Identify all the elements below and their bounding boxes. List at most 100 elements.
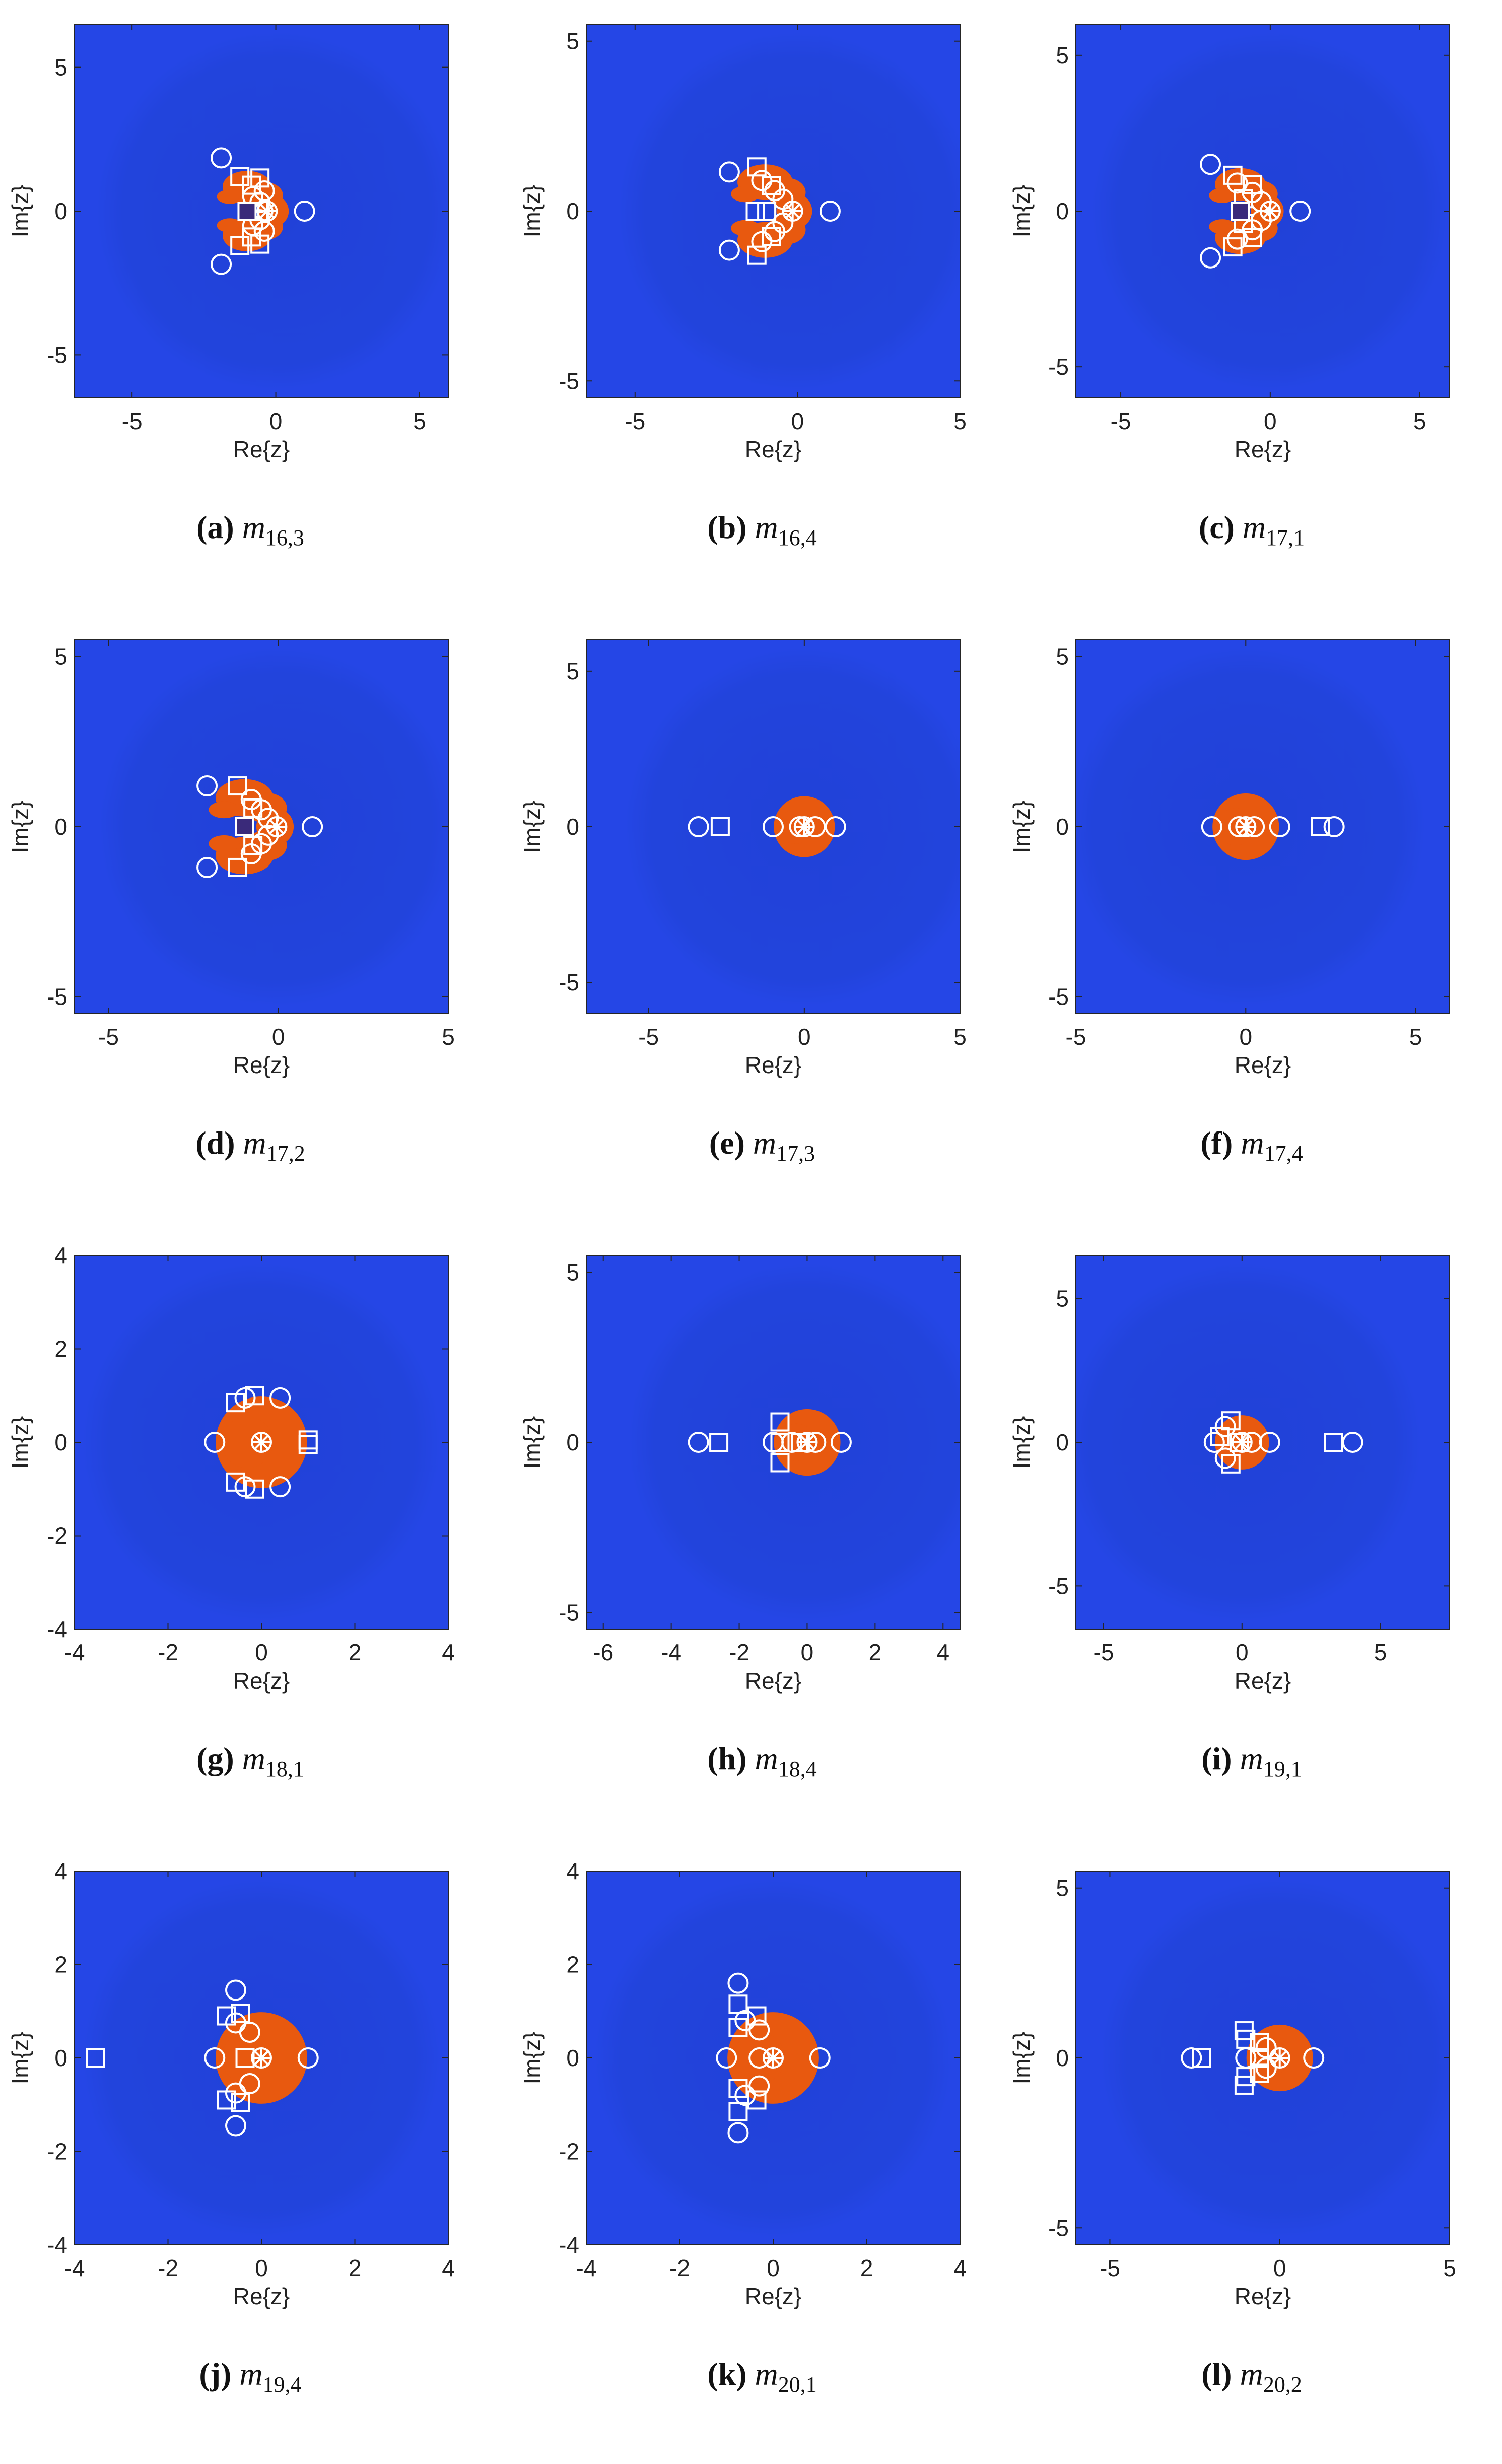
x-axis-label: Re{z} bbox=[745, 436, 802, 462]
circle-marker bbox=[211, 253, 232, 275]
plot-i: -5 0 5 -5 0 5 Re{z} Im{z} bbox=[1008, 1255, 1450, 1694]
subfigure-caption: (c) m17,1 bbox=[1001, 509, 1502, 551]
plot-d: -5 0 5 -5 0 5 Re{z} Im{z} bbox=[7, 639, 455, 1078]
x-axis-label: Re{z} bbox=[233, 2283, 290, 2309]
plot-c: -5 0 5 -5 0 5 Re{z} Im{z} bbox=[1008, 24, 1450, 462]
caption-letter: (i) bbox=[1201, 1741, 1232, 1776]
subfigure-caption: (b) m16,4 bbox=[512, 509, 1012, 551]
square-marker bbox=[226, 1472, 245, 1492]
x-tick-label: -2 bbox=[729, 1639, 749, 1666]
circle-marker bbox=[688, 816, 709, 837]
x-tick-label: -5 bbox=[122, 408, 143, 434]
y-tick-label: -5 bbox=[559, 969, 579, 995]
square-marker bbox=[747, 245, 767, 265]
y-tick-label: 5 bbox=[1056, 1286, 1069, 1312]
markers bbox=[211, 147, 315, 275]
caption-subscript: 16,4 bbox=[778, 525, 817, 550]
caption-subscript: 17,3 bbox=[776, 1141, 815, 1166]
x-tick-label: -2 bbox=[669, 2255, 690, 2281]
caption-letter: (l) bbox=[1201, 2356, 1232, 2392]
square-marker bbox=[770, 1433, 790, 1452]
circle-marker bbox=[688, 1432, 709, 1453]
plot-k: -4 -2 0 2 4 -4 -2 0 2 4 Re{z} Im{z} bbox=[519, 1858, 967, 2309]
circle-marker bbox=[297, 2047, 319, 2069]
plot-halo bbox=[586, 640, 960, 1014]
y-axis-label: Im{z} bbox=[519, 2032, 545, 2085]
square-marker bbox=[1236, 2067, 1256, 2087]
markers bbox=[688, 816, 846, 837]
markers bbox=[1200, 154, 1311, 269]
y-axis-label: Im{z} bbox=[7, 185, 33, 238]
x-tick-label: 4 bbox=[953, 2255, 967, 2281]
plot-panel-e: -5 0 5 -5 0 5 Re{z} Im{z} (e) m17,3 bbox=[512, 616, 1012, 1233]
asterisk-marker bbox=[1231, 1432, 1253, 1453]
y-tick-label: 0 bbox=[566, 814, 579, 840]
x-tick-label: 2 bbox=[860, 2255, 873, 2281]
markers bbox=[204, 1386, 318, 1499]
caption-letter: (d) bbox=[195, 1125, 235, 1161]
asterisk-marker bbox=[256, 201, 278, 222]
caption-letter: (c) bbox=[1198, 509, 1235, 545]
y-tick-label: 0 bbox=[566, 198, 579, 224]
subfigure-caption: (j) m19,4 bbox=[0, 2356, 501, 2398]
caption-subscript: 17,2 bbox=[266, 1141, 305, 1166]
x-axis-label: Re{z} bbox=[1235, 436, 1291, 462]
circle-marker bbox=[257, 824, 279, 846]
y-tick-label: 5 bbox=[54, 54, 67, 81]
asterisk-marker bbox=[796, 1432, 818, 1453]
square-marker bbox=[1236, 2029, 1256, 2049]
square-marker bbox=[1221, 1454, 1241, 1474]
plot-panel-b: -5 0 5 -5 0 5 Re{z} Im{z} (b) m16,4 bbox=[512, 0, 1012, 617]
plot-halo bbox=[586, 1255, 960, 1629]
square-marker bbox=[1324, 1433, 1343, 1452]
y-tick-label: -4 bbox=[47, 2232, 67, 2258]
x-tick-label: -5 bbox=[1094, 1639, 1114, 1666]
circle-marker bbox=[269, 1387, 291, 1409]
circle-marker bbox=[727, 2122, 749, 2144]
markers bbox=[196, 775, 323, 878]
circle-marker bbox=[1200, 154, 1221, 175]
markers bbox=[716, 1972, 831, 2144]
caption-variable: m bbox=[234, 509, 265, 545]
x-tick-label: 5 bbox=[442, 1024, 455, 1050]
y-axis-label: Im{z} bbox=[7, 2032, 33, 2085]
circle-marker bbox=[751, 170, 773, 191]
circle-marker bbox=[204, 2047, 226, 2069]
y-tick-label: 2 bbox=[54, 1952, 67, 1978]
circle-marker bbox=[718, 239, 740, 261]
filled-square-marker bbox=[1231, 202, 1250, 221]
circle-marker bbox=[225, 2115, 246, 2137]
y-tick-label: 0 bbox=[1056, 814, 1069, 840]
x-tick-label: -5 bbox=[1100, 2255, 1120, 2281]
caption-variable: m bbox=[1232, 2356, 1263, 2392]
y-axis-label: Im{z} bbox=[1008, 801, 1035, 853]
y-axis-label: Im{z} bbox=[519, 801, 545, 853]
caption-variable: m bbox=[746, 2356, 778, 2392]
circle-marker bbox=[1200, 247, 1221, 269]
y-tick-label: -2 bbox=[47, 1523, 67, 1549]
square-marker bbox=[1223, 165, 1243, 185]
plot-h: -6 -4 -2 0 2 4 -5 0 5 Re{z} Im{z} bbox=[519, 1255, 961, 1694]
asterisk-marker bbox=[251, 1432, 272, 1453]
circle-marker bbox=[830, 1432, 852, 1453]
y-tick-label: 2 bbox=[566, 1952, 579, 1978]
asterisk-marker bbox=[266, 816, 288, 837]
square-marker bbox=[217, 2006, 236, 2026]
filled-square-marker bbox=[235, 817, 254, 836]
plot-g: -4 -2 0 2 4 -4 -2 0 2 4 Re{z} Im{z} bbox=[7, 1242, 455, 1694]
y-tick-label: 5 bbox=[1056, 1875, 1069, 1901]
circle-marker bbox=[204, 1432, 226, 1453]
subfigure-caption: (f) m17,4 bbox=[1001, 1124, 1502, 1166]
caption-subscript: 19,1 bbox=[1263, 1757, 1302, 1781]
caption-letter: (f) bbox=[1200, 1125, 1233, 1161]
y-tick-label: 0 bbox=[566, 2045, 579, 2071]
circle-marker bbox=[763, 816, 784, 837]
circle-marker bbox=[253, 220, 275, 242]
caption-letter: (k) bbox=[707, 2356, 747, 2392]
circle-marker bbox=[1255, 2037, 1277, 2058]
plot-j: -4 -2 0 2 4 -4 -2 0 2 4 Re{z} Im{z} bbox=[7, 1858, 455, 2309]
caption-letter: (j) bbox=[199, 2356, 232, 2392]
square-marker bbox=[770, 1412, 790, 1432]
caption-subscript: 16,3 bbox=[265, 525, 304, 550]
